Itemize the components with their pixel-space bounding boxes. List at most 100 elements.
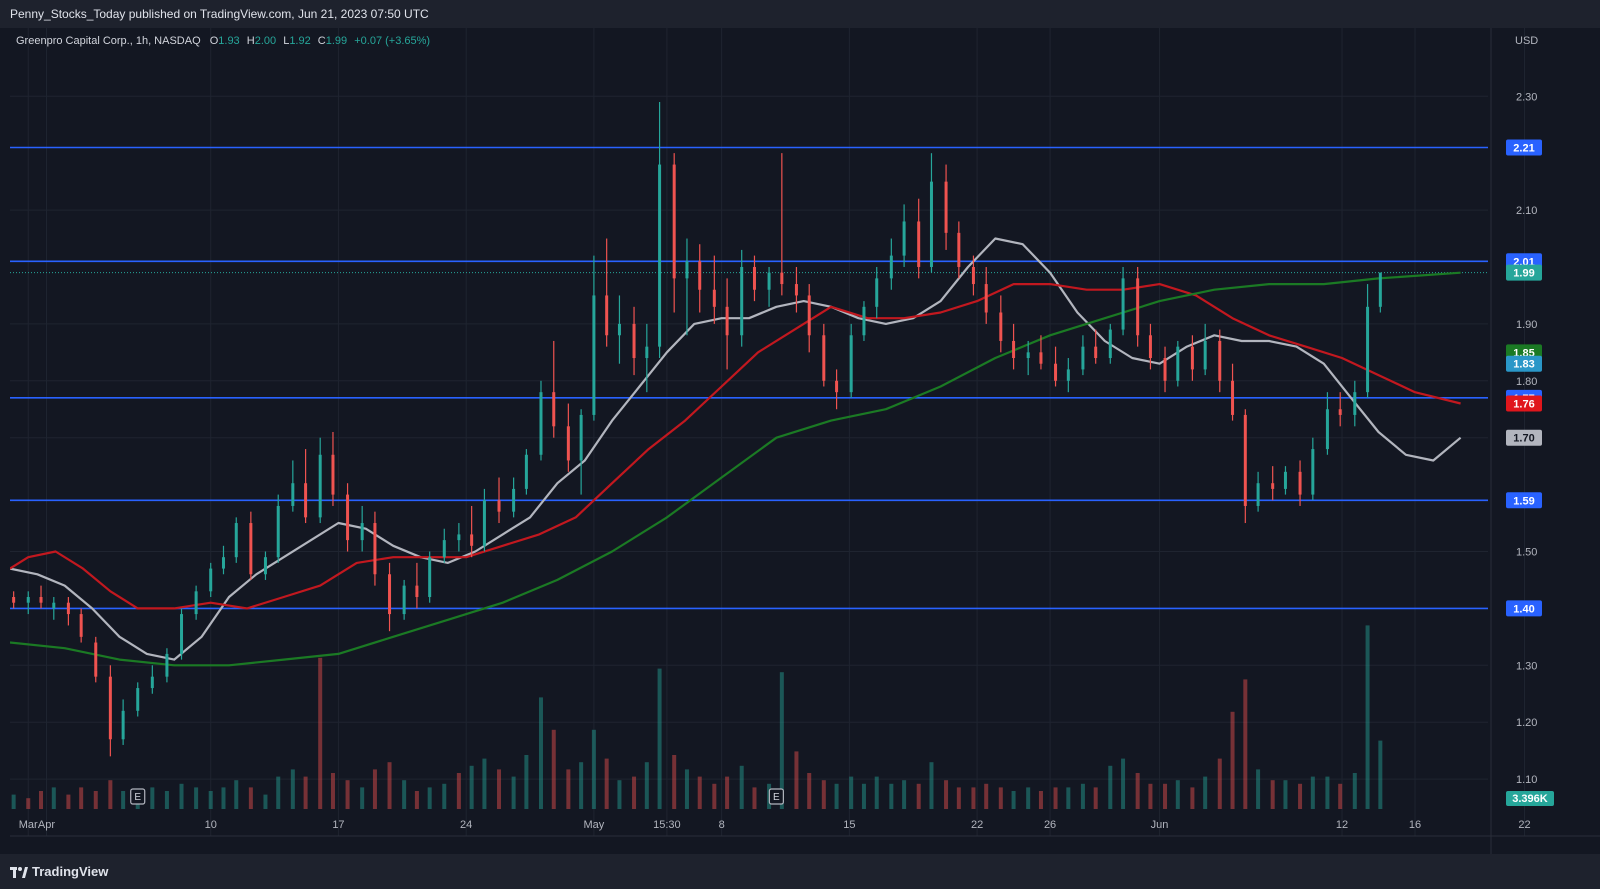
volume-bar [1203,776,1208,809]
candle-body [592,295,596,415]
volume-bar [1175,780,1180,809]
volume-bar [1230,711,1235,809]
candle-body [524,454,528,489]
candle-body [66,602,70,615]
volume-bar [739,765,744,809]
level-tag: 2.21 [1513,142,1534,154]
candle-body [331,454,335,495]
candle-body [767,272,771,290]
candle-body [617,323,621,336]
time-tick-label: 22 [1518,819,1530,831]
candle-body [415,585,419,598]
volume-bar [179,783,184,809]
price-tag: 1.83 [1513,359,1534,371]
time-axis[interactable]: Mar Apr 10 17 24 May 15:30 8 15 22 26 Jun 12 16 22 [19,819,1531,831]
open-value: 1.93 [218,35,239,47]
chart-background [10,28,1600,854]
candle-body [194,591,198,615]
moving-average-line [9,237,1462,661]
volume-bar [1038,791,1043,809]
candle-body [346,494,350,541]
candle-body [658,164,662,347]
volume-bar [194,787,199,809]
candle-body [26,597,30,603]
volume-bar [807,773,812,809]
volume-bar [345,780,350,809]
candle-body [512,488,516,512]
earnings-marker-icon [130,788,146,805]
candle-body [1136,278,1140,336]
volume-bar [712,783,717,809]
volume-bar [26,798,31,809]
candle-body [552,392,556,427]
price-tags: 2.212.011.771.591.401.991.851.831.761.70… [1506,139,1554,806]
volume-bar [632,776,637,809]
volume-bar [971,787,976,809]
candle-body [1283,471,1287,489]
volume-bar [1270,780,1275,809]
time-tick-label: 15 [843,819,855,831]
level-tag-bg [1506,139,1542,156]
candle-body [645,346,649,359]
volume-bar [469,765,474,809]
tradingview-brand[interactable]: TradingView [10,864,108,879]
volume-bar [497,769,502,809]
volume-bar [234,780,239,809]
candle-body [685,261,689,279]
price-tag: 1.99 [1513,268,1534,280]
candle-body [712,289,716,307]
candle-body [470,534,474,546]
earnings-marker-label: E [134,792,141,803]
candle-body [1378,272,1382,307]
svg-text:Greenpro Capital Corp., 1h, NA: Greenpro Capital Corp., 1h, NASDAQ O1.93… [16,35,430,47]
candle-body [1012,340,1016,359]
published-by-text: Penny_Stocks_Today published on TradingV… [10,7,429,21]
candle-body [780,272,784,285]
volume-bar [511,776,516,809]
volume-tag: 3.396K [1512,793,1548,805]
volume-bar [794,751,799,809]
volume-bar [318,657,323,809]
volume-bar [387,762,392,809]
volume-bar [1378,740,1383,809]
time-tick-label: 10 [205,819,217,831]
symbol-name[interactable]: Greenpro Capital Corp., 1h, NASDAQ [16,35,201,47]
volume-bar [617,780,622,809]
chart-area[interactable]: EE 2.302.101.901.801.701.501.301.201.10 … [9,28,1600,854]
candlestick-chart[interactable]: EE 2.302.101.901.801.701.501.301.201.10 … [9,28,1600,854]
time-tick-label: 12 [1336,819,1348,831]
ohlc-legend: Greenpro Capital Corp., 1h, NASDAQ O1.93… [16,35,430,47]
volume-bar [108,780,113,809]
time-tick-label: 26 [1044,819,1056,831]
candle-body [121,710,125,740]
volume-bar [984,783,989,809]
volume-bars [11,625,1383,809]
volume-bar [821,780,826,809]
volume-bar [902,780,907,809]
change-value: +0.07 (+3.65%) [354,35,430,47]
volume-bar [427,787,432,809]
candle-body [539,392,543,455]
volume-bar [456,773,461,809]
level-tag: 1.40 [1513,603,1534,615]
price-tag-bg [1506,429,1542,446]
volume-bar [1298,783,1303,809]
candle-body [304,483,308,518]
time-tick-label: 8 [719,819,725,831]
candle-body [402,585,406,615]
volume-bar [1352,773,1357,809]
candle-body [929,181,933,267]
moving-average-line [9,283,1461,610]
currency-label[interactable]: USD [1515,35,1538,47]
volume-bar [944,780,949,809]
volume-bar [644,762,649,809]
low-label: L [283,35,289,47]
candle-body [150,676,154,689]
candle-body [849,335,853,393]
volume-bar [834,783,839,809]
volume-bar [956,787,961,809]
candle-body [1298,471,1302,495]
close-label: C [318,35,326,47]
price-tag-bg [1506,355,1542,372]
